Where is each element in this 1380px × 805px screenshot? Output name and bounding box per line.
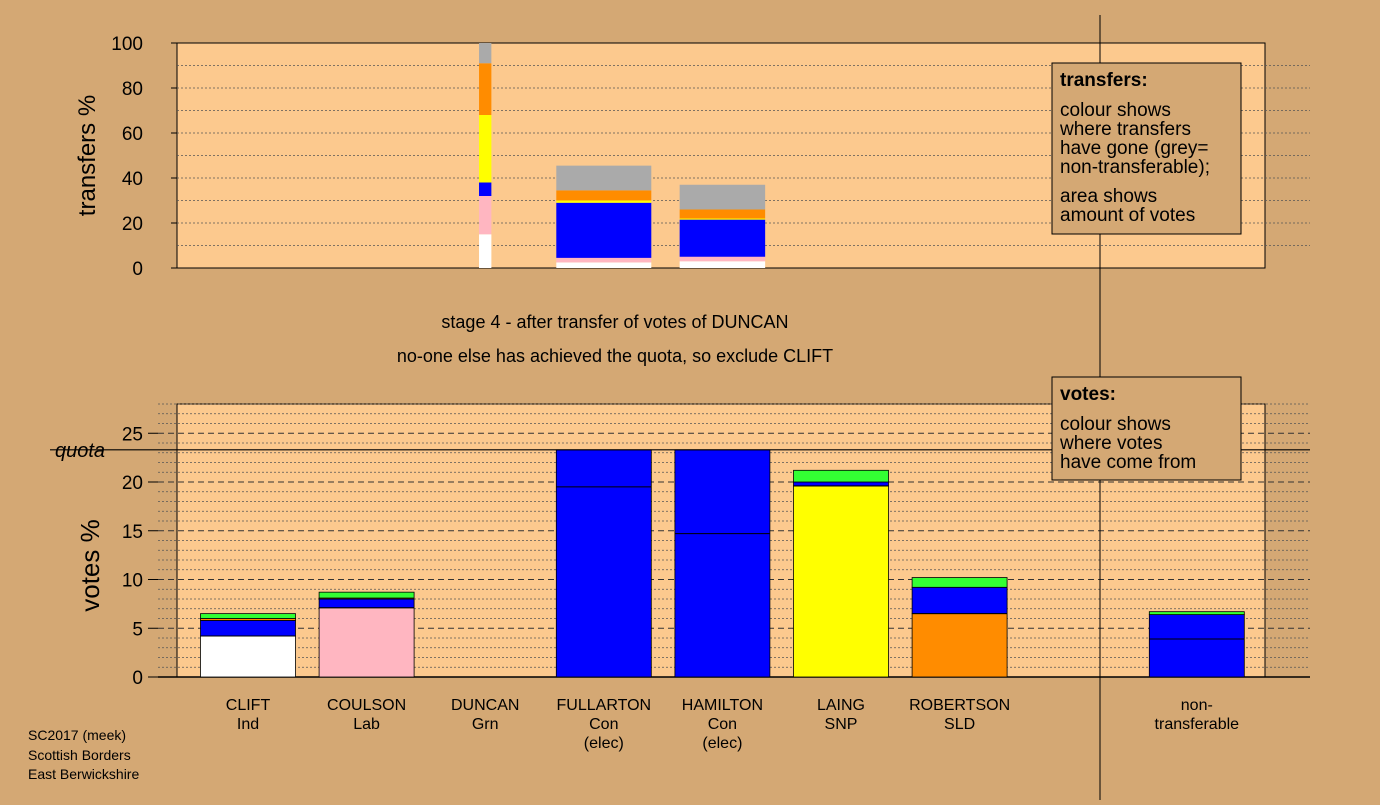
transfers-legend-line: amount of votes <box>1060 205 1195 226</box>
vote-segment-con <box>793 481 889 487</box>
transfer-segment-fullarton-lab <box>556 257 652 263</box>
votes-axis-label: votes % <box>75 519 105 612</box>
vote-segment-con <box>1148 614 1245 678</box>
vote-segment-lab <box>318 607 415 678</box>
candidate-name: non- <box>1181 697 1213 714</box>
transfer-segment-fullarton-con <box>556 202 652 258</box>
transfers-legend-line: area shows <box>1060 186 1157 207</box>
footer-ward: East Berwickshire <box>28 766 139 782</box>
transfer-segment-duncan-sld <box>479 63 492 115</box>
vote-segment-grn <box>200 613 296 619</box>
vote-segment-grn <box>318 591 415 599</box>
transfer-segment-fullarton-snp <box>556 200 652 203</box>
votes-tick-label: 10 <box>122 571 143 592</box>
transfer-segment-duncan-lab <box>479 196 492 235</box>
transfers-legend-box <box>1051 62 1242 235</box>
transfer-segment-hamilton-lab <box>679 256 766 262</box>
candidate-name: HAMILTON <box>682 697 763 714</box>
transfer-segment-duncan-nontransferable <box>479 43 492 64</box>
vote-segment-grn <box>793 469 889 483</box>
transfers-tick-label: 60 <box>122 124 143 145</box>
candidate-status: (elec) <box>702 735 742 752</box>
transfer-segment-hamilton-ind <box>679 261 766 268</box>
transfer-segment-fullarton-sld <box>556 190 652 201</box>
candidate-name: ROBERTSON <box>909 697 1010 714</box>
transfer-segment-hamilton-con <box>679 219 766 257</box>
votes-legend: votes: colour shows where votes have com… <box>1051 376 1242 481</box>
stage-subtitle: no-one else has achieved the quota, so e… <box>397 346 833 366</box>
votes-legend-line: where votes <box>1059 433 1162 454</box>
candidate-name: LAING <box>817 697 865 714</box>
footer-council: Scottish Borders <box>28 747 131 763</box>
vote-segment-grn <box>911 577 1008 588</box>
transfer-segment-hamilton-snp <box>679 218 766 220</box>
votes-legend-title: votes: <box>1060 384 1116 405</box>
candidate-party: transferable <box>1155 716 1240 733</box>
transfers-tick-label: 100 <box>111 34 143 55</box>
candidate-party: SNP <box>825 716 858 733</box>
transfers-legend-line: colour shows <box>1060 100 1171 121</box>
votes-plot: 0 5 10 15 20 25 votes % quota CLIFT Ind COULSON Lab… <box>50 403 1310 752</box>
votes-legend-box <box>1051 376 1242 481</box>
candidate-name: COULSON <box>327 697 406 714</box>
vote-segment-con <box>200 620 296 637</box>
candidate-party: Con <box>589 716 618 733</box>
vote-segment-con <box>674 449 771 678</box>
votes-tick-label: 25 <box>122 424 143 445</box>
votes-legend-line: colour shows <box>1060 414 1171 435</box>
transfer-segment-duncan-snp <box>479 115 492 183</box>
candidate-status: (elec) <box>584 735 624 752</box>
transfer-segment-duncan-ind <box>479 234 492 268</box>
quota-label: quota <box>55 440 105 462</box>
transfers-tick-label: 20 <box>122 214 143 235</box>
votes-tick-label: 15 <box>122 522 143 543</box>
vote-segment-grn <box>1148 611 1245 615</box>
stage-title: stage 4 - after transfer of votes of DUN… <box>441 312 788 332</box>
candidate-party: Ind <box>237 716 259 733</box>
vote-segment-sld <box>911 613 1008 678</box>
vote-segment-con <box>318 598 415 609</box>
transfer-segment-hamilton-sld <box>679 209 766 219</box>
votes-tick-label: 5 <box>132 619 143 640</box>
candidate-name: FULLARTON <box>557 697 652 714</box>
transfer-segment-fullarton-ind <box>556 262 652 268</box>
transfers-legend-line: where transfers <box>1059 119 1191 140</box>
transfers-tick-label: 0 <box>132 259 143 280</box>
votes-tick-label: 0 <box>132 668 143 689</box>
transfers-tick-label: 80 <box>122 79 143 100</box>
transfer-segment-fullarton-nontransferable <box>556 165 652 191</box>
transfer-segment-duncan-con <box>479 182 492 196</box>
transfers-axis-label: transfers % <box>74 95 101 216</box>
vote-segment-snp <box>793 485 889 678</box>
transfers-legend-line: have gone (grey= <box>1060 138 1208 159</box>
footer-method: SC2017 (meek) <box>28 727 126 743</box>
vote-segment-ind <box>200 635 296 678</box>
transfers-legend-title: transfers: <box>1060 70 1148 91</box>
transfers-legend-line: non-transferable); <box>1060 157 1210 178</box>
candidate-party: Con <box>708 716 737 733</box>
votes-legend-line: have come from <box>1060 452 1196 473</box>
transfers-tick-label: 40 <box>122 169 143 190</box>
candidate-party: Grn <box>472 716 499 733</box>
transfer-segment-hamilton-nontransferable <box>679 184 766 210</box>
candidate-name: CLIFT <box>226 697 271 714</box>
vote-segment-con <box>911 586 1008 615</box>
votes-tick-label: 20 <box>122 473 143 494</box>
vote-segment-con <box>555 449 652 678</box>
candidate-name: DUNCAN <box>451 697 519 714</box>
candidate-party: Lab <box>353 716 380 733</box>
candidate-party: SLD <box>944 716 975 733</box>
transfers-legend: transfers: colour shows where transfers … <box>1051 62 1242 235</box>
